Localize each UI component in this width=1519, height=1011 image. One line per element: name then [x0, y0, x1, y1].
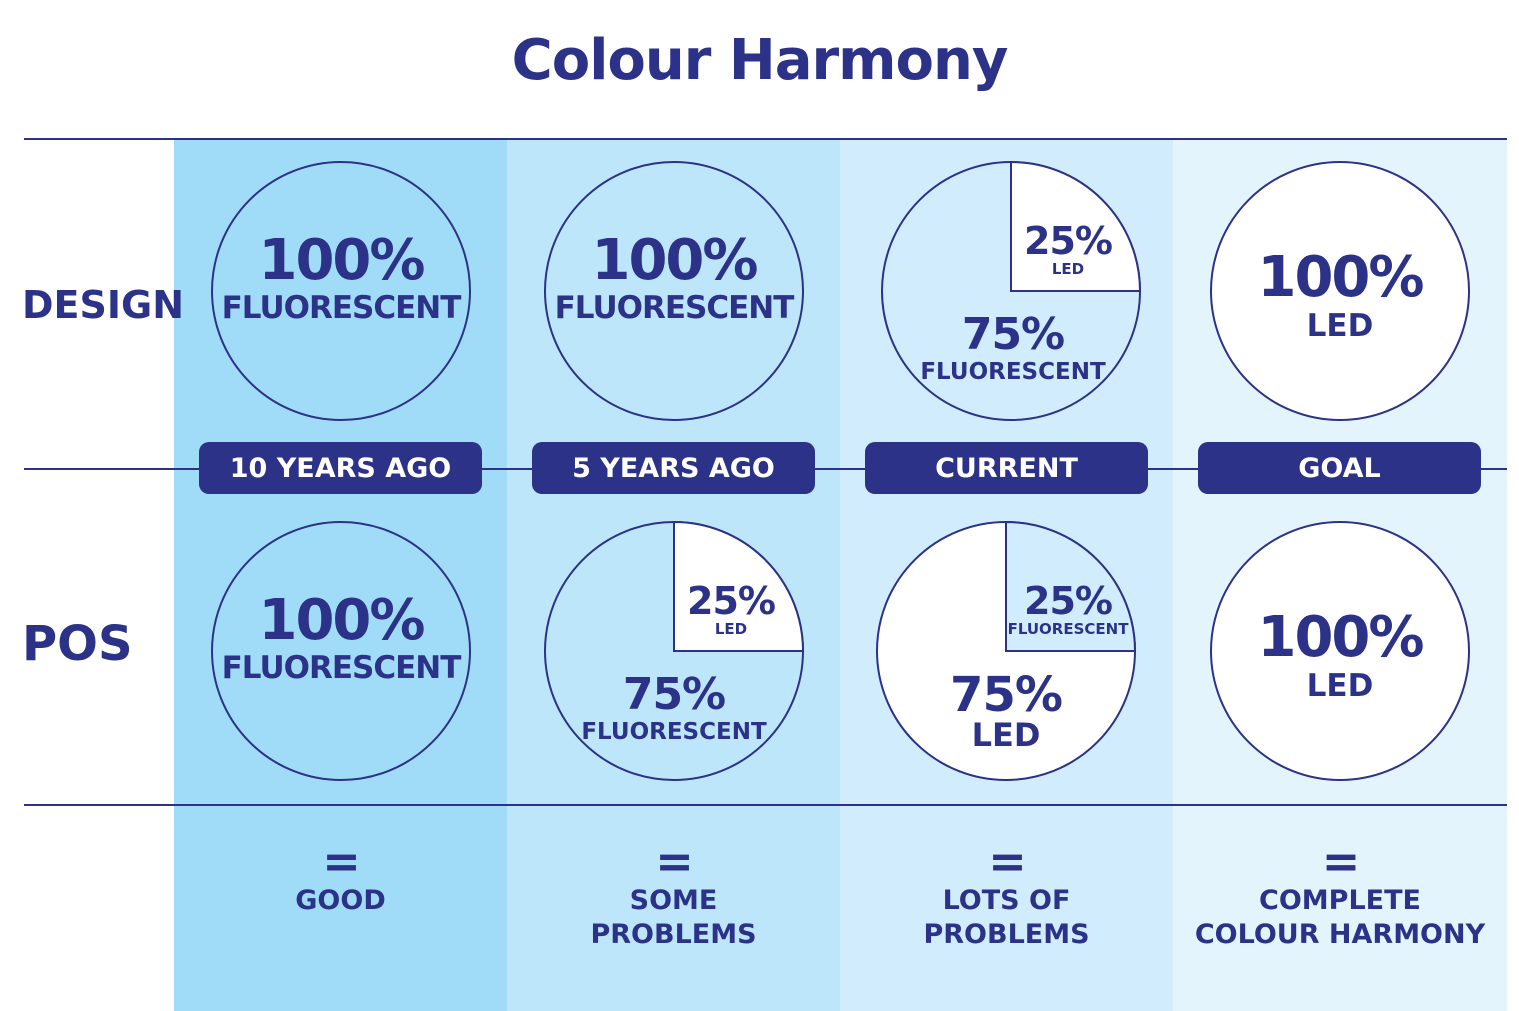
result-5-years-ago: = SOME PROBLEMS — [507, 838, 840, 952]
pos-large-pct: 75% — [623, 669, 725, 720]
design-circle-current: 25% LED 75% FLUORESCENT — [881, 160, 1142, 421]
design-circle-5-years-ago: 100% FLUORESCENT — [544, 161, 804, 421]
pos-pct: 100% — [1257, 605, 1423, 670]
design-name: FLUORESCENT — [555, 290, 795, 326]
pos-small-name: LED — [715, 620, 747, 638]
design-circle-10-years-ago: 100% FLUORESCENT — [211, 161, 471, 421]
result-line: COLOUR HARMONY — [1194, 919, 1486, 950]
pos-small-name: FLUORESCENT — [1008, 620, 1130, 638]
design-small-pct: 25% — [1024, 219, 1112, 263]
period-pill-10-years-ago: 10 YEARS AGO — [199, 442, 482, 494]
period-pill-5-years-ago: 5 YEARS AGO — [532, 442, 815, 494]
pos-quarter-slice — [1005, 520, 1137, 652]
result-line: GOOD — [295, 885, 386, 916]
result-line: COMPLETE — [1259, 885, 1421, 916]
pos-pct: 100% — [258, 588, 424, 653]
period-pill-goal: GOAL — [1198, 442, 1481, 494]
pos-quarter-slice — [673, 520, 805, 652]
pos-large-pct: 75% — [950, 667, 1062, 723]
pos-circle-5-years-ago: 25% LED 75% FLUORESCENT — [544, 520, 805, 781]
pos-circle-10-years-ago: 100% FLUORESCENT — [211, 521, 471, 781]
design-large-name: FLUORESCENT — [920, 359, 1106, 385]
pos-circle-current: 25% FLUORESCENT 75% LED — [876, 520, 1137, 781]
period-pill-current: CURRENT — [865, 442, 1148, 494]
row-label-pos: POS — [22, 616, 133, 672]
pos-small-pct: 25% — [1024, 579, 1112, 623]
equals-sign: = — [322, 834, 361, 888]
design-large-pct: 75% — [962, 309, 1064, 360]
design-pct: 100% — [1257, 245, 1423, 310]
design-name: FLUORESCENT — [222, 290, 462, 326]
row-label-design: DESIGN — [22, 283, 185, 327]
top-divider — [24, 138, 1507, 140]
design-pct: 100% — [258, 228, 424, 293]
design-circle-goal: 100% LED — [1210, 161, 1470, 421]
equals-sign: = — [988, 834, 1027, 888]
design-quarter-slice — [1010, 160, 1142, 292]
result-current: = LOTS OF PROBLEMS — [840, 838, 1173, 952]
result-goal: = COMPLETE COLOUR HARMONY — [1173, 838, 1507, 952]
pos-circle-goal: 100% LED — [1210, 521, 1470, 781]
design-name: LED — [1307, 308, 1374, 344]
pos-name: FLUORESCENT — [222, 650, 462, 686]
result-line: PROBLEMS — [590, 919, 757, 950]
pos-small-pct: 25% — [687, 579, 775, 623]
result-line: PROBLEMS — [923, 919, 1090, 950]
equals-sign: = — [655, 834, 694, 888]
pos-large-name: LED — [972, 716, 1041, 754]
design-small-name: LED — [1052, 260, 1084, 278]
pos-large-name: FLUORESCENT — [581, 719, 767, 745]
equals-sign: = — [1321, 834, 1361, 888]
bottom-divider — [24, 804, 1507, 806]
result-10-years-ago: = GOOD — [174, 838, 507, 918]
page-title: Colour Harmony — [511, 28, 1009, 93]
result-line: SOME — [629, 885, 718, 916]
design-pct: 100% — [591, 228, 757, 293]
result-line: LOTS OF — [942, 885, 1071, 916]
pos-name: LED — [1307, 668, 1374, 704]
